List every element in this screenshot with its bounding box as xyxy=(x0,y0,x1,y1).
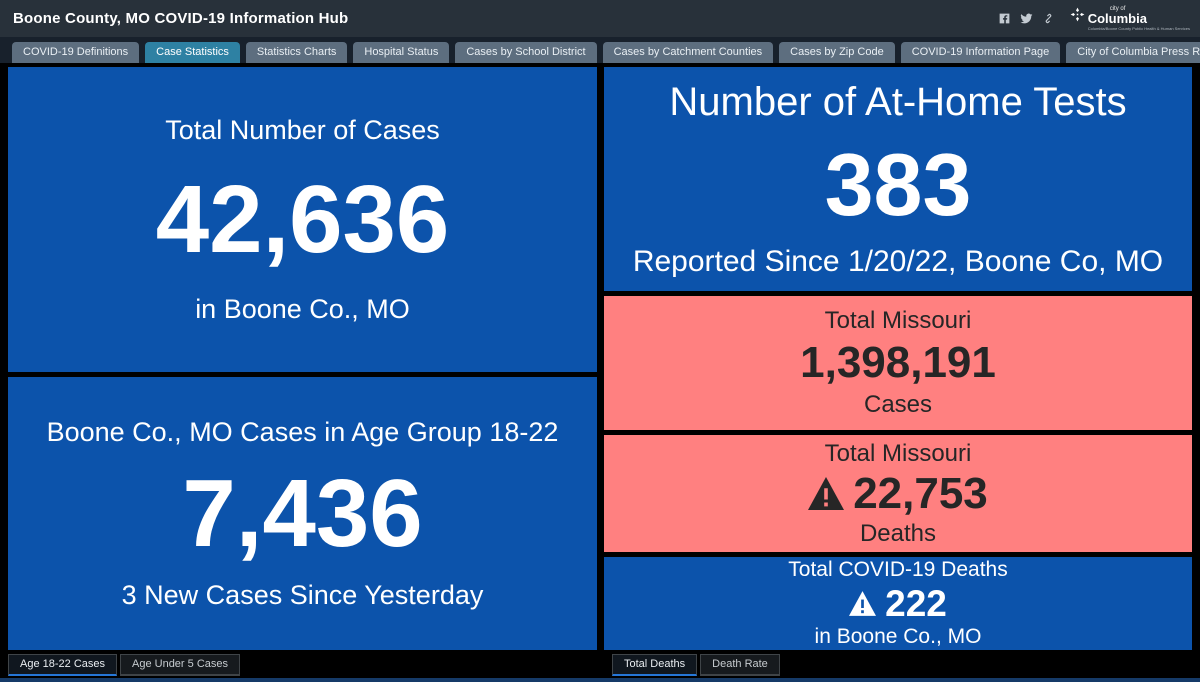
at-home-tests-title: Number of At-Home Tests xyxy=(669,79,1127,124)
twitter-icon[interactable] xyxy=(1020,12,1033,25)
age-cases-value: 7,436 xyxy=(182,459,423,567)
age-cases-subtitle: 3 New Cases Since Yesterday xyxy=(121,579,484,610)
warning-icon xyxy=(849,591,877,616)
tab-covid19-information-page[interactable]: COVID-19 Information Page xyxy=(900,42,1061,63)
footer-tab-age-18-22-cases[interactable]: Age 18-22 Cases xyxy=(8,654,117,676)
columbia-logo-text: city of Columbia Columbia/Boone County P… xyxy=(1088,6,1190,31)
panel-total-cases: Total Number of Cases 42,636 in Boone Co… xyxy=(8,67,597,372)
tab-statistics-charts[interactable]: Statistics Charts xyxy=(245,42,348,63)
bottom-edge-strip xyxy=(0,678,1200,682)
right-column: Number of At-Home Tests 383 Reported Sin… xyxy=(604,67,1192,652)
footer-tabs-right: Total Deaths Death Rate xyxy=(612,654,780,676)
mo-cases-value: 1,398,191 xyxy=(800,338,996,387)
share-link-icon[interactable] xyxy=(1042,12,1055,25)
nav-tab-bar: COVID-19 Definitions Case Statistics Sta… xyxy=(0,37,1200,63)
at-home-tests-value: 383 xyxy=(824,134,972,234)
mo-deaths-value-row: 22,753 xyxy=(808,468,988,518)
total-cases-title: Total Number of Cases xyxy=(165,114,440,145)
tab-cases-by-zip-code[interactable]: Cases by Zip Code xyxy=(779,42,895,63)
mo-deaths-title: Total Missouri xyxy=(824,439,972,467)
logo-prefix: city of xyxy=(1109,6,1126,12)
panel-missouri-cases: Total Missouri 1,398,191 Cases xyxy=(604,296,1192,430)
tab-covid19-definitions[interactable]: COVID-19 Definitions xyxy=(12,42,140,63)
boone-deaths-value-row: 222 xyxy=(849,585,947,622)
tab-cases-by-school-district[interactable]: Cases by School District xyxy=(455,42,597,63)
mo-cases-title: Total Missouri xyxy=(824,307,972,334)
panel-boone-deaths: Total COVID-19 Deaths 222 in Boone Co., … xyxy=(604,557,1192,650)
boone-deaths-subtitle: in Boone Co., MO xyxy=(814,625,982,648)
tab-case-statistics[interactable]: Case Statistics xyxy=(145,42,240,63)
panel-missouri-deaths: Total Missouri 22,753 Deaths xyxy=(604,435,1192,552)
logo-subtext: Columbia/Boone County Public Health & Hu… xyxy=(1087,26,1190,31)
dashboard-body: Total Number of Cases 42,636 in Boone Co… xyxy=(0,63,1200,652)
at-home-tests-subtitle: Reported Since 1/20/22, Boone Co, MO xyxy=(632,244,1164,278)
mo-deaths-value: 22,753 xyxy=(853,468,988,518)
left-column: Total Number of Cases 42,636 in Boone Co… xyxy=(8,67,597,652)
app-header: Boone County, MO COVID-19 Information Hu… xyxy=(0,0,1200,37)
tab-city-press-releases[interactable]: City of Columbia Press Releases xyxy=(1066,42,1200,63)
mo-cases-subtitle: Cases xyxy=(863,391,933,418)
page-title: Boone County, MO COVID-19 Information Hu… xyxy=(13,10,349,27)
footer-tab-total-deaths[interactable]: Total Deaths xyxy=(612,654,698,676)
boone-deaths-value: 222 xyxy=(885,583,947,624)
facebook-icon[interactable] xyxy=(998,12,1011,25)
logo-name: Columbia xyxy=(1087,11,1147,26)
columbia-logo-mark-icon xyxy=(1070,7,1085,22)
mo-deaths-subtitle: Deaths xyxy=(859,519,937,547)
total-cases-value: 42,636 xyxy=(155,165,450,273)
footer-tab-age-under-5-cases[interactable]: Age Under 5 Cases xyxy=(120,654,240,676)
footer-tabs-left: Age 18-22 Cases Age Under 5 Cases xyxy=(8,654,240,676)
tab-cases-by-catchment-counties[interactable]: Cases by Catchment Counties xyxy=(602,42,774,63)
panel-age-group-cases: Boone Co., MO Cases in Age Group 18-22 7… xyxy=(8,377,597,650)
age-cases-title: Boone Co., MO Cases in Age Group 18-22 xyxy=(46,416,559,447)
footer-tab-bar: Age 18-22 Cases Age Under 5 Cases Total … xyxy=(0,652,1200,678)
tab-hospital-status[interactable]: Hospital Status xyxy=(353,42,450,63)
panel-at-home-tests: Number of At-Home Tests 383 Reported Sin… xyxy=(604,67,1192,291)
footer-tab-death-rate[interactable]: Death Rate xyxy=(700,654,780,676)
boone-deaths-title: Total COVID-19 Deaths xyxy=(788,558,1008,581)
city-of-columbia-logo[interactable]: city of Columbia Columbia/Boone County P… xyxy=(1070,6,1190,31)
header-actions: city of Columbia Columbia/Boone County P… xyxy=(998,6,1190,31)
warning-icon xyxy=(808,477,845,510)
total-cases-subtitle: in Boone Co., MO xyxy=(195,293,410,324)
